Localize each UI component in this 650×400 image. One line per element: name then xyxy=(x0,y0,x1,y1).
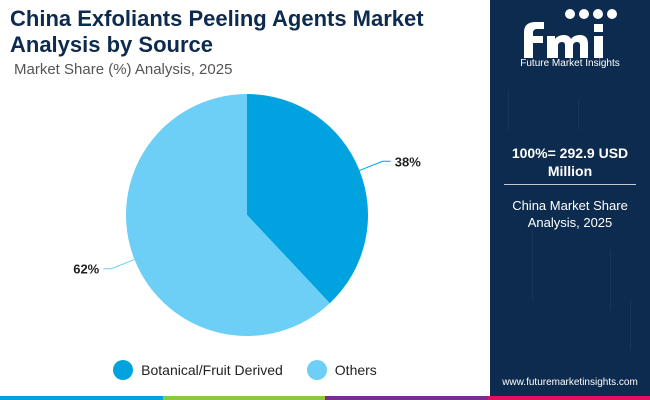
total-market-value: 100%= 292.9 USD Million xyxy=(511,145,629,179)
chart-title: China Exfoliants Peeling Agents Market A… xyxy=(10,6,424,57)
legend-item-botanical[interactable]: Botanical/Fruit Derived xyxy=(113,360,283,380)
pie-leaders xyxy=(103,160,391,270)
bottom-bar-segment xyxy=(325,396,488,400)
region-caption: China Market Share Analysis, 2025 xyxy=(512,198,628,230)
leader-line xyxy=(103,258,137,270)
logo-text: Future Market Insights xyxy=(520,58,620,69)
data-label: 38% xyxy=(395,154,421,169)
legend-swatch-others xyxy=(306,360,327,380)
pie-slice-others[interactable] xyxy=(125,94,330,337)
leader-line xyxy=(357,160,391,172)
website-link[interactable]: www.futuremarketinsights.com xyxy=(502,377,638,388)
fmi-logo xyxy=(524,9,617,58)
bottom-color-bar xyxy=(0,396,650,400)
pie-chart: 38% 62% xyxy=(73,94,421,337)
panel-divider xyxy=(504,184,636,185)
legend: Botanical/Fruit Derived Others xyxy=(0,360,490,380)
data-label: 62% xyxy=(73,262,99,277)
pie-labels: 38% 62% xyxy=(73,154,421,276)
info-panel: Future Market Insights 100%= 292.9 USD M… xyxy=(490,0,650,400)
bottom-bar-segment xyxy=(487,396,650,400)
legend-item-others[interactable]: Others xyxy=(306,360,377,380)
legend-label-botanical: Botanical/Fruit Derived xyxy=(141,362,283,378)
legend-label-others: Others xyxy=(334,362,377,378)
pie-slice-botanical-fruit-derived[interactable] xyxy=(247,94,368,304)
bottom-bar-segment xyxy=(162,396,325,400)
pie-slices xyxy=(125,94,368,337)
chart-subtitle: Market Share (%) Analysis, 2025 xyxy=(14,61,233,78)
legend-swatch-botanical xyxy=(113,360,134,380)
bottom-bar-segment xyxy=(0,396,163,400)
